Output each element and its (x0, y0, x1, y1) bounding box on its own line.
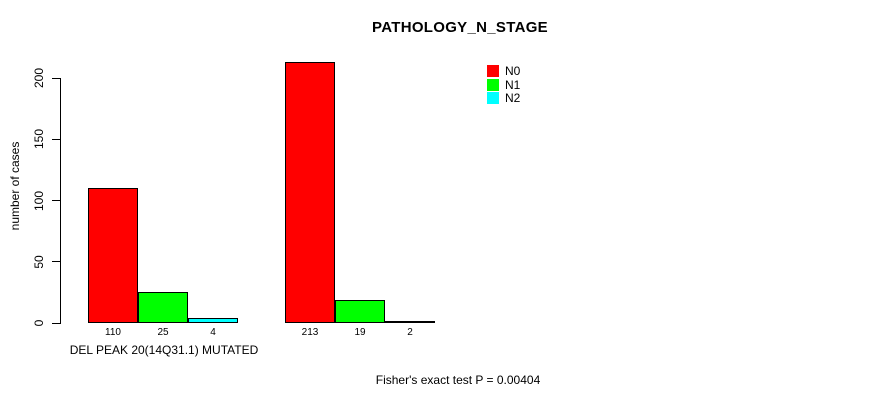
y-axis-label: number of cases (8, 141, 22, 231)
legend-label: N0 (505, 64, 521, 78)
bar-N1-group2 (335, 300, 385, 323)
legend-row-N2: N2 (487, 92, 520, 104)
bar-N1-group1 (138, 292, 188, 323)
y-tick-mark (52, 261, 60, 263)
y-tick-label: 150 (32, 129, 46, 150)
y-tick-mark (52, 200, 60, 201)
y-tick-label: 100 (32, 190, 46, 211)
legend-row-N1: N1 (487, 77, 521, 92)
bar-N0-group2 (285, 62, 335, 323)
y-tick-label: 200 (32, 67, 46, 89)
bar-value-label: 25 (157, 327, 169, 338)
bar-N0-group1 (88, 188, 138, 323)
legend-swatch-N2 (487, 92, 499, 104)
legend-row-N0: N0 (487, 65, 520, 77)
bar-value-label: 110 (105, 327, 121, 338)
legend-label: N1 (505, 77, 521, 92)
x-axis-group-label: DEL PEAK 20(14Q31.1) MUTATED (69, 343, 259, 357)
bar-value-label: 4 (210, 327, 216, 338)
legend-swatch-N0 (487, 65, 499, 77)
bar-N2-group1 (188, 318, 238, 323)
y-tick-label: 0 (32, 319, 46, 327)
legend-label: N2 (505, 91, 521, 105)
bar-value-label: 2 (407, 327, 413, 338)
legend: N0 N1 N2 (487, 65, 520, 106)
bar-N2-group2 (385, 321, 435, 323)
chart-title: PATHOLOGY_N_STAGE (372, 19, 548, 36)
y-tick-mark (52, 322, 60, 324)
y-axis-line (60, 78, 61, 324)
bar-value-label: 213 (301, 327, 319, 338)
bar-value-label: 19 (354, 327, 366, 338)
y-tick-label: 50 (32, 255, 46, 269)
y-tick-mark (52, 77, 60, 79)
legend-swatch-N1 (487, 78, 499, 91)
y-tick-mark (52, 138, 60, 140)
footer-stat-text: Fisher's exact test P = 0.00404 (375, 373, 541, 387)
